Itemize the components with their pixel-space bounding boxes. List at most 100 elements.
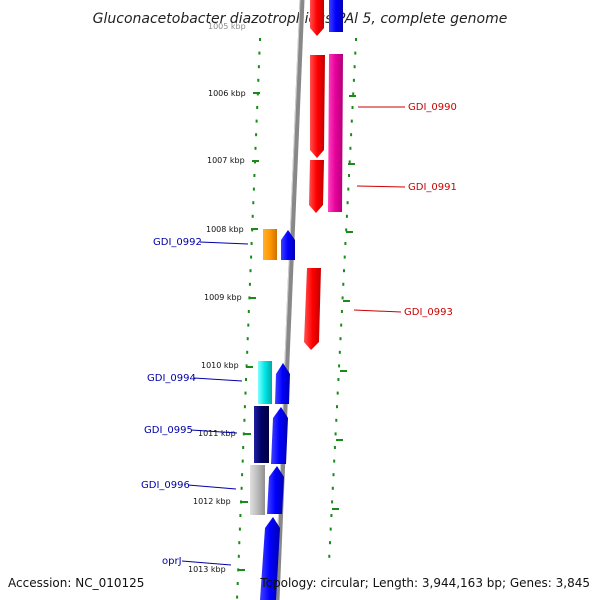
reverse-strand: [250, 229, 295, 600]
minor-tick-left: [255, 133, 258, 137]
gene-arrow-gdi-0990: [310, 55, 325, 158]
minor-tick-right: [332, 473, 335, 477]
minor-tick-left: [242, 432, 245, 436]
minor-tick-right: [331, 486, 334, 490]
cog-feature: [263, 229, 277, 260]
minor-tick-right: [348, 160, 351, 164]
gene-label-gdi-0991[interactable]: GDI_0991: [408, 182, 457, 193]
minor-tick-left: [258, 51, 261, 55]
tick-label: 1008 kbp: [206, 225, 244, 234]
minor-tick-right: [345, 214, 348, 218]
forward-strand: [304, 0, 343, 350]
minor-tick-left: [251, 214, 254, 218]
minor-tick-left: [240, 486, 243, 490]
minor-tick-right: [329, 541, 331, 545]
minor-tick-right: [346, 201, 349, 205]
tick-label: 1012 kbp: [193, 497, 231, 506]
minor-tick-right: [351, 106, 354, 109]
minor-tick-left: [238, 527, 241, 531]
gene-arrow-gdi-0991: [309, 160, 324, 213]
minor-tick-right: [334, 432, 337, 436]
minor-tick-left: [241, 459, 244, 463]
minor-tick-left: [247, 323, 250, 327]
gene-arrow-gdi-0995: [271, 407, 288, 464]
minor-tick-right: [342, 282, 345, 286]
tick-label: 1007 kbp: [207, 156, 245, 165]
minor-tick-right: [347, 187, 350, 191]
minor-tick-right: [329, 527, 332, 531]
minor-tick-left: [246, 350, 249, 354]
minor-tick-right: [352, 78, 355, 82]
minor-tick-right: [344, 242, 347, 245]
gene-arrow-oprj: [260, 517, 280, 600]
genome-backbone-highlight: [274, 0, 301, 600]
gene-label-gdi-0995[interactable]: GDI_0995: [144, 425, 193, 436]
gene-arrow: [310, 0, 324, 36]
minor-tick-right: [335, 418, 338, 422]
accession-text: Accession: NC_010125: [8, 576, 144, 590]
minor-tick-left: [236, 595, 239, 599]
minor-tick-right: [355, 38, 357, 41]
minor-tick-left: [255, 119, 258, 123]
minor-tick-left: [252, 187, 255, 191]
minor-tick-left: [244, 391, 247, 395]
minor-tick-right: [336, 391, 339, 395]
minor-tick-right: [353, 65, 356, 69]
tick-label: 1010 kbp: [201, 361, 239, 370]
minor-tick-right: [331, 500, 334, 504]
gene-label-gdi-0993[interactable]: GDI_0993: [404, 307, 453, 318]
tick-label-faded: 1005 kbp: [208, 22, 246, 31]
minor-tick-left: [246, 337, 249, 341]
minor-tick-left: [241, 473, 244, 477]
minor-tick-left: [243, 405, 246, 409]
gene-label-gdi-0990[interactable]: GDI_0990: [408, 102, 457, 113]
minor-tick-right: [333, 459, 336, 463]
minor-tick-right: [339, 337, 342, 341]
minor-tick-right: [340, 310, 343, 313]
gene-arrow-gdi-0992: [281, 230, 295, 260]
minor-tick-left: [250, 242, 253, 245]
minor-tick-left: [243, 418, 246, 422]
cog-feature: [250, 465, 265, 515]
major-ticks: [238, 92, 356, 571]
gene-arrow-gdi-0994: [275, 363, 290, 404]
cog-feature: [258, 361, 272, 404]
minor-tick-left: [247, 310, 250, 313]
minor-tick-left: [237, 554, 240, 558]
minor-tick-left: [257, 78, 260, 82]
minor-tick-right: [348, 174, 350, 177]
tick-labels: 1006 kbp 1007 kbp 1008 kbp 1009 kbp 1010…: [188, 89, 246, 574]
minor-tick-left: [239, 514, 242, 517]
minor-tick-right: [343, 269, 345, 273]
minor-tick-right: [333, 446, 336, 449]
minor-tick-right: [338, 350, 341, 354]
minor-tick-left: [242, 446, 245, 449]
minor-tick-right: [343, 255, 346, 259]
minor-tick-left: [259, 38, 261, 41]
tick-label: 1009 kbp: [204, 293, 242, 302]
minor-tick-left: [254, 146, 257, 150]
genome-backbone: [274, 0, 305, 600]
tick-label: 1011 kbp: [198, 429, 236, 438]
tick-label: 1013 kbp: [188, 565, 226, 574]
minor-tick-right: [350, 133, 353, 137]
minor-tick-left: [236, 582, 239, 585]
topology-text: Topology: circular; Length: 3,944,163 bp…: [259, 576, 590, 590]
minor-tick-left: [238, 541, 241, 545]
cog-feature: [254, 406, 269, 463]
minor-tick-left: [245, 364, 248, 368]
gene-labels: GDI_0990 GDI_0991 GDI_0993 GDI_0992 GDI_…: [141, 102, 457, 567]
gene-label-gdi-0992[interactable]: GDI_0992: [153, 237, 202, 248]
minor-tick-left: [245, 378, 247, 381]
minor-tick-right: [341, 296, 344, 300]
gene-arrow: [329, 0, 343, 32]
minor-tick-right: [352, 92, 355, 96]
gene-label-gdi-0994[interactable]: GDI_0994: [147, 373, 196, 384]
gene-label-gdi-0996[interactable]: GDI_0996: [141, 480, 190, 491]
minor-tick-right: [345, 228, 348, 232]
minor-tick-right: [336, 405, 338, 409]
minor-tick-right: [354, 51, 357, 55]
minor-tick-left: [250, 255, 253, 259]
gene-label-oprj[interactable]: oprJ: [162, 556, 182, 567]
